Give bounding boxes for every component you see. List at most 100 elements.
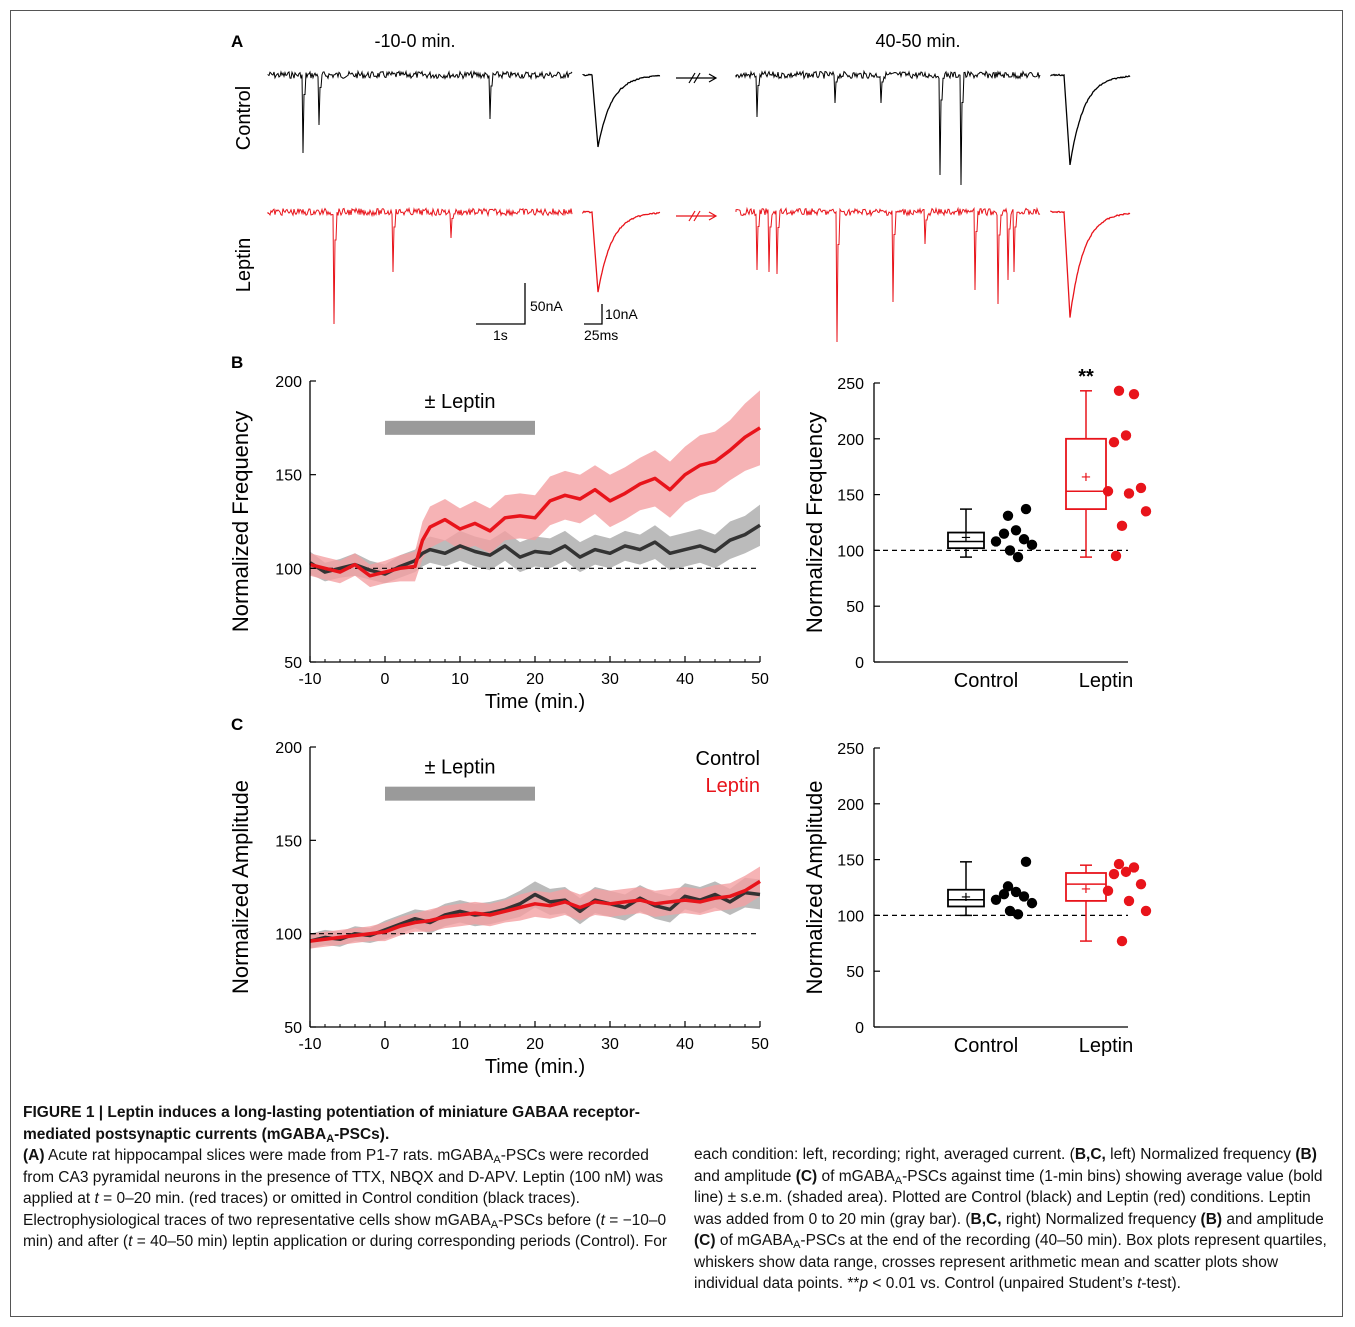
y-tick-label: 0 [855, 655, 864, 672]
x-tick-label: 40 [676, 671, 694, 688]
caption-title: FIGURE 1 | Leptin induces a long-lasting… [23, 1104, 640, 1145]
data-point [1140, 506, 1152, 517]
data-point [990, 894, 1002, 905]
data-point [1102, 486, 1114, 497]
y-axis-title: Normalized Amplitude [802, 781, 827, 995]
category-label: Leptin [1079, 1035, 1134, 1057]
frequency-boxplot: 0 50 100 150 200 250 Normalized Frequency Contr… [802, 366, 1152, 692]
y-tick-label: 50 [846, 599, 864, 616]
amplitude-timecourse-plot: ± Leptin -10 0 10 20 30 40 50 50 100 150 200 Time (m… [228, 740, 769, 1078]
y-tick-label: 100 [837, 908, 864, 925]
data-point [1012, 551, 1024, 563]
sem-band-leptin [310, 866, 760, 949]
caption-right-column: each condition: left, recording; right, … [694, 1146, 1327, 1292]
data-point [1113, 385, 1125, 397]
avg-current-leptin-after [1050, 210, 1131, 318]
data-point [1020, 503, 1032, 515]
avg-current-leptin-before [582, 210, 661, 293]
data-point [1128, 862, 1140, 873]
data-point [1108, 436, 1120, 448]
time-break-arrow-leptin [676, 210, 718, 222]
series-line-leptin [309, 426, 761, 578]
y-tick-label: 200 [837, 432, 864, 449]
y-axis-title: Normalized Frequency [802, 412, 827, 633]
trace-control-after [735, 69, 1041, 186]
data-point [1102, 885, 1114, 897]
data-point [1004, 905, 1016, 917]
mean-cross: + [961, 887, 971, 906]
y-tick-label: 100 [275, 927, 302, 944]
avg-current-control-before [582, 73, 661, 148]
data-point [1010, 525, 1022, 536]
avg-current-control-after [1050, 73, 1131, 166]
scalebar-amp-label: 50nA [530, 298, 563, 314]
mean-cross: + [961, 528, 971, 547]
series-line-control [309, 890, 761, 943]
x-axis-title: Time (min.) [485, 691, 585, 713]
y-tick-label: 200 [837, 797, 864, 814]
data-point [1026, 897, 1038, 909]
x-tick-label: 50 [751, 1036, 769, 1053]
x-tick-label: 10 [451, 1036, 469, 1053]
y-tick-label: 50 [284, 1020, 302, 1037]
scalebar-traces [476, 283, 526, 325]
y-tick-label: 100 [275, 561, 302, 578]
y-tick-label: 50 [846, 964, 864, 981]
scalebar-avg-time-label: 25ms [584, 327, 618, 343]
x-tick-label: 0 [381, 1036, 390, 1053]
data-point [1004, 545, 1016, 556]
data-point [1012, 909, 1024, 920]
data-point [1113, 858, 1125, 870]
mean-cross: + [1081, 880, 1091, 899]
leptin-application-bar [385, 420, 535, 435]
period-before-label: -10-0 min. [374, 31, 455, 51]
y-tick-label: 200 [275, 374, 302, 391]
series-line-leptin [309, 879, 761, 943]
trace-leptin-before [267, 206, 573, 325]
leptin-bar-label: ± Leptin [424, 757, 495, 779]
frequency-timecourse-plot: ± Leptin -10 0 10 20 30 40 50 50 100 150 200 Time (m… [228, 374, 769, 713]
amplitude-boxplot: 0 50 100 150 200 250 Normalized Amplitude Contr… [802, 741, 1152, 1057]
category-label: Control [954, 670, 1018, 692]
data-point [1116, 520, 1128, 532]
panel-a: A -10-0 min. 40-50 min. Control Leptin 5… [231, 31, 1131, 343]
panel-b-label: B [231, 353, 243, 372]
x-tick-label: 0 [381, 671, 390, 688]
x-tick-label: 30 [601, 1036, 619, 1053]
x-tick-label: 20 [526, 1036, 544, 1053]
data-point [1135, 482, 1147, 494]
box-iqr [1065, 437, 1107, 511]
x-tick-label: 10 [451, 671, 469, 688]
data-point [990, 536, 1002, 547]
data-point [1123, 895, 1135, 907]
data-point [1026, 539, 1038, 551]
legend-control: Control [696, 748, 760, 770]
scalebar-time-label: 1s [493, 327, 508, 343]
data-point [1120, 866, 1132, 878]
figure-graphics: A -10-0 min. 40-50 min. Control Leptin 5… [228, 31, 1152, 1078]
sem-band-control [310, 504, 760, 584]
leptin-application-bar [385, 786, 535, 801]
data-point [1123, 488, 1135, 499]
category-label: Control [954, 1035, 1018, 1057]
y-tick-label: 0 [855, 1020, 864, 1037]
electrophysiology-traces [267, 69, 1131, 343]
category-label: Leptin [1079, 670, 1134, 692]
leptin-bar-label: ± Leptin [424, 391, 495, 413]
x-axis-title: Time (min.) [485, 1056, 585, 1078]
x-tick-label: 20 [526, 671, 544, 688]
data-point [1140, 905, 1152, 917]
data-point [1010, 886, 1022, 898]
data-point [1002, 881, 1014, 892]
y-tick-label: 250 [837, 376, 864, 393]
figure-frame [10, 10, 1343, 1317]
x-tick-label: 30 [601, 671, 619, 688]
time-break-arrow-control [676, 72, 718, 84]
trace-leptin-after [735, 206, 1041, 343]
y-tick-label: 250 [837, 741, 864, 758]
x-tick-label: 50 [751, 671, 769, 688]
y-tick-label: 150 [837, 488, 864, 505]
period-after-label: 40-50 min. [875, 31, 960, 51]
y-tick-label: 150 [275, 833, 302, 850]
x-tick-label: -10 [298, 671, 321, 688]
